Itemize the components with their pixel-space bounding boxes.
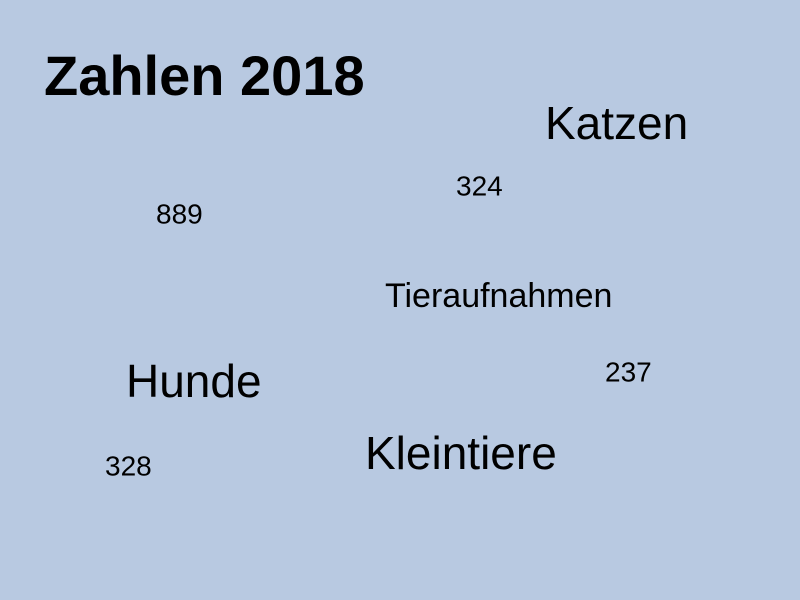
label: Tieraufnahmen [385, 277, 612, 315]
label: Katzen [545, 97, 688, 149]
number: 324 [456, 170, 503, 201]
label: Kleintiere [365, 427, 557, 479]
number: 889 [156, 198, 203, 229]
title: Zahlen 2018 [44, 44, 365, 107]
label: Hunde [126, 355, 262, 407]
number: 328 [105, 450, 152, 481]
number: 237 [605, 356, 652, 387]
